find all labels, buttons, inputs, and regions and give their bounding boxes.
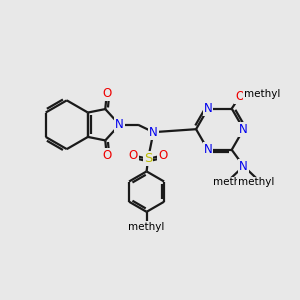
Text: N: N — [115, 118, 124, 131]
Text: S: S — [144, 152, 152, 165]
Text: O: O — [129, 149, 138, 162]
Text: N: N — [239, 123, 248, 136]
Text: N: N — [239, 160, 248, 172]
Text: O: O — [102, 149, 111, 162]
Text: methyl: methyl — [128, 222, 165, 232]
Text: methyl: methyl — [213, 178, 249, 188]
Text: N: N — [149, 126, 158, 139]
Text: methyl: methyl — [248, 93, 253, 94]
Text: O: O — [102, 87, 111, 100]
Text: N: N — [204, 143, 212, 156]
Text: methyl: methyl — [258, 92, 263, 94]
Text: methyl: methyl — [231, 183, 236, 184]
Text: O: O — [236, 90, 245, 103]
Text: methyl: methyl — [256, 183, 261, 184]
Text: N: N — [204, 102, 212, 115]
Text: methyl: methyl — [244, 89, 280, 99]
Text: O: O — [158, 149, 168, 162]
Text: methyl: methyl — [238, 178, 274, 188]
